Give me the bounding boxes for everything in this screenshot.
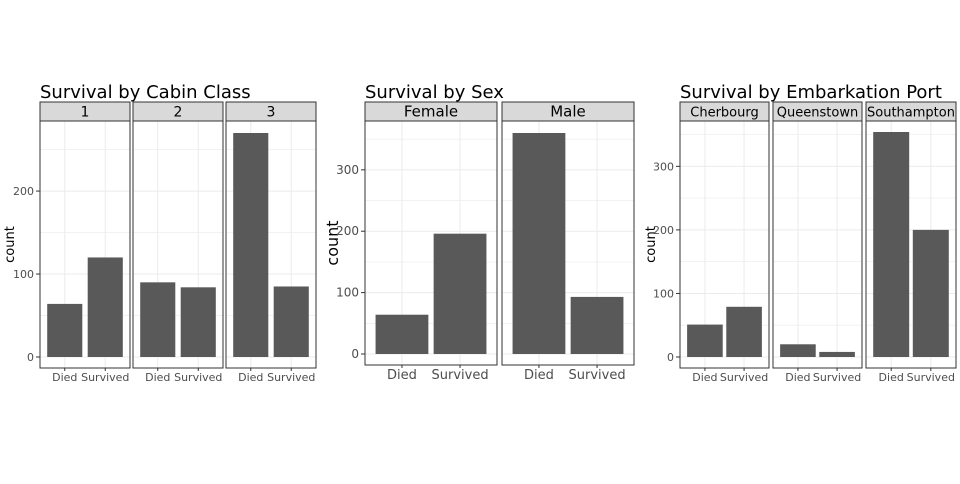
y-tick-label: 100 xyxy=(336,286,359,300)
y-tick-label: 0 xyxy=(27,351,34,364)
chart-2: Survival by Sex count 0 100 200 300 Female Died… xyxy=(323,82,635,383)
facet-strip-label: Male xyxy=(550,103,586,121)
panel-background xyxy=(773,121,862,368)
facet-strip xyxy=(225,101,317,122)
facet-panel: 2 Died Survived xyxy=(132,101,224,384)
facet-strip xyxy=(39,101,131,122)
x-tick-label: Survived xyxy=(720,371,768,384)
x-tick-label: Died xyxy=(879,371,904,384)
bar-survived xyxy=(726,306,762,357)
y-axis-label: count xyxy=(323,220,342,265)
facet-strip-label: Female xyxy=(404,103,458,121)
facet-panel: Female Died Survived xyxy=(364,101,498,383)
y-tick-label: 100 xyxy=(653,287,674,300)
facet-strip-label: 2 xyxy=(174,105,183,121)
x-tick-label: Survived xyxy=(907,371,955,384)
y-tick-label: 0 xyxy=(351,347,359,361)
bar-died xyxy=(687,324,723,357)
chart-title: Survival by Embarkation Port xyxy=(680,82,942,103)
x-tick-label: Died xyxy=(52,371,77,384)
x-tick-label: Survived xyxy=(81,371,129,384)
x-tick-label: Died xyxy=(692,371,717,384)
x-tick-label: Died xyxy=(145,371,170,384)
facet-strip xyxy=(865,101,957,122)
x-tick-label: Survived xyxy=(174,371,222,384)
facet-panel: Southampton Died Survived xyxy=(865,101,957,384)
bar-survived xyxy=(273,286,309,357)
bar-died xyxy=(233,133,269,357)
bar-survived xyxy=(570,296,624,354)
facet-panel: 1 Died Survived xyxy=(39,101,131,384)
bar-survived xyxy=(87,257,123,357)
facet-panel: Cherbourg Died Survived xyxy=(679,101,770,384)
y-tick-label: 0 xyxy=(667,351,674,364)
facet-panel: Queenstown Died Survived xyxy=(772,101,863,384)
y-axis-label: count xyxy=(3,226,18,263)
facet-strip-label: Southampton xyxy=(867,106,955,121)
facet-panel: Male Died Survived xyxy=(501,101,635,383)
facet-strip-label: 1 xyxy=(81,105,90,121)
x-tick-label: Survived xyxy=(267,371,315,384)
facet-strip xyxy=(132,101,224,122)
facet-panel: 3 Died Survived xyxy=(225,101,317,384)
chart-1: Survival by Cabin Class count 0 100 200 1 Died… xyxy=(3,82,317,384)
bar-died xyxy=(47,303,83,357)
chart-title: Survival by Cabin Class xyxy=(40,82,251,103)
bar-died xyxy=(140,282,176,357)
bar-died xyxy=(780,344,816,357)
bar-survived xyxy=(819,351,855,357)
bar-survived xyxy=(912,229,949,357)
facet-strip-label: Cherbourg xyxy=(690,106,758,121)
x-tick-label: Died xyxy=(785,371,810,384)
facet-strip xyxy=(501,101,635,122)
bar-survived xyxy=(433,233,487,354)
bar-died xyxy=(375,314,429,354)
y-tick-label: 200 xyxy=(13,185,34,198)
facet-strip xyxy=(679,101,770,122)
x-tick-label: Survived xyxy=(431,368,488,383)
y-tick-label: 300 xyxy=(653,160,674,173)
x-tick-label: Survived xyxy=(813,371,861,384)
bar-died xyxy=(512,133,566,354)
facet-strip xyxy=(772,101,863,122)
x-tick-label: Survived xyxy=(568,368,625,383)
facet-strip xyxy=(364,101,498,122)
y-tick-label: 100 xyxy=(13,268,34,281)
y-axis-label: count xyxy=(644,226,659,263)
bar-survived xyxy=(180,287,216,357)
chart-3: Survival by Embarkation Port count 0 100 200… xyxy=(644,82,957,384)
facet-strip-label: 3 xyxy=(267,105,276,121)
y-tick-label: 300 xyxy=(336,163,359,177)
y-tick-label: 200 xyxy=(336,224,359,238)
x-tick-label: Died xyxy=(238,371,263,384)
chart-title: Survival by Sex xyxy=(365,82,504,103)
y-tick-label: 200 xyxy=(653,224,674,237)
x-tick-label: Died xyxy=(387,368,417,383)
bar-died xyxy=(873,132,910,357)
facet-strip-label: Queenstown xyxy=(777,106,858,121)
x-tick-label: Died xyxy=(524,368,554,383)
